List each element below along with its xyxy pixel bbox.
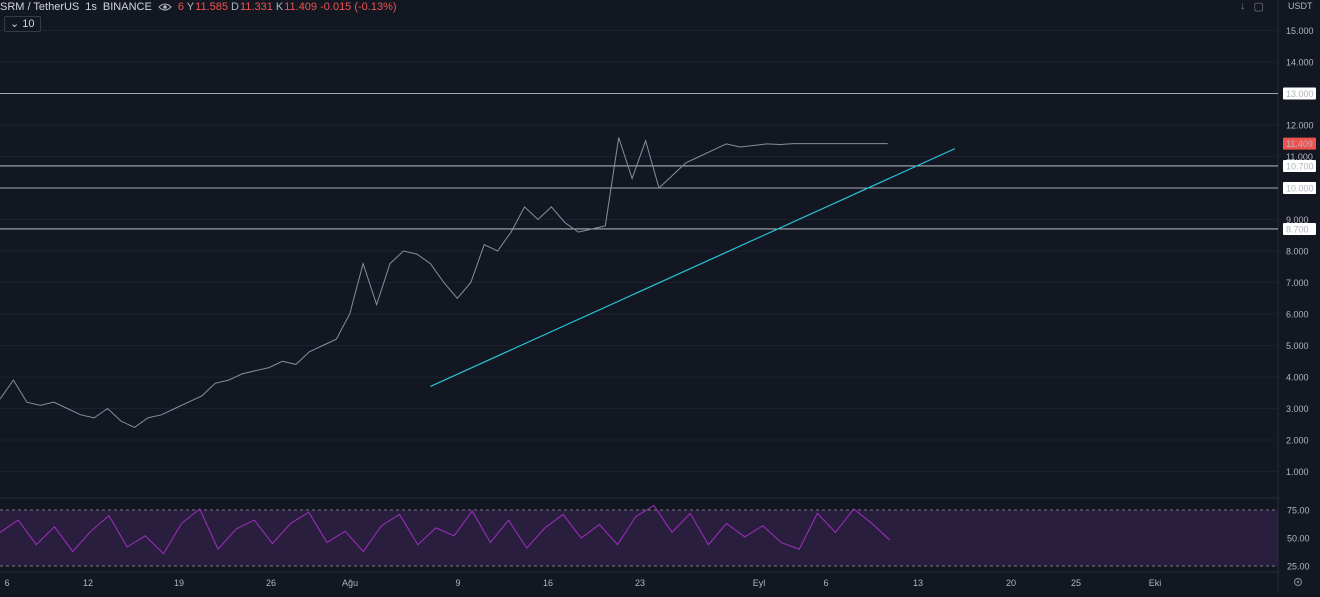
time-tick-label: Ağu [342, 578, 358, 588]
price-tick-label: 1.000 [1286, 467, 1309, 477]
maximize-icon[interactable]: ▢ [1253, 1, 1264, 13]
volume-value: 10 [22, 18, 35, 30]
time-axis[interactable]: 6 12 19 26 Ağu 9 16 23 Eyl 6 13 20 25 Eki [4, 578, 1161, 588]
price-tick-label: 10.000 [1286, 184, 1314, 194]
price-tick-label: 11.000 [1286, 152, 1313, 162]
down-arrow-icon[interactable]: ↓ [1240, 0, 1246, 12]
rsi-tick-label: 75.00 [1287, 506, 1310, 516]
timeframe[interactable]: 1s [85, 1, 97, 13]
level-price-badge [1283, 87, 1316, 100]
time-tick-label: 12 [83, 578, 93, 588]
price-tick-label: 14.000 [1286, 58, 1314, 68]
top-right-controls: ↓ ▢ [1240, 0, 1276, 13]
rsi-axis: 75.00 50.00 25.00 [1287, 506, 1310, 572]
time-tick-label: 25 [1071, 578, 1081, 588]
rsi-tick-label: 50.00 [1287, 534, 1310, 544]
time-tick-label: 19 [174, 578, 184, 588]
time-tick-label: 13 [913, 578, 923, 588]
time-tick-label: Eyl [753, 578, 766, 588]
level-price-badge [1283, 182, 1316, 194]
time-tick-label: 20 [1006, 578, 1016, 588]
rsi-tick-label: 25.00 [1287, 562, 1310, 572]
close-value: 11.409 [284, 1, 318, 13]
price-tick-label: 5.000 [1286, 341, 1309, 351]
time-tick-label: 23 [635, 578, 645, 588]
time-tick-label: 6 [4, 578, 9, 588]
price-axis[interactable]: 15.000 14.000 13.000 12.000 11.409 11.00010.7… [1283, 1, 1316, 477]
high-value: 11.585 [195, 1, 228, 13]
price-tick-label: 13.000 [1286, 89, 1314, 99]
ohlc-values: 6 Y11.585 D11.331 K11.409 -0.015 (-0.13%… [178, 1, 397, 13]
eye-icon[interactable] [158, 2, 172, 12]
time-tick-label: Eki [1149, 578, 1162, 588]
rsi-band [0, 510, 1278, 566]
price-tick-label: 6.000 [1286, 310, 1309, 320]
trendline[interactable] [430, 148, 956, 387]
chevron-down-icon: ⌄ [10, 18, 20, 30]
time-tick-label: 26 [266, 578, 276, 588]
price-tick-label: 8.700 [1286, 224, 1309, 234]
price-tick-label: 3.000 [1286, 404, 1309, 414]
volume-toggle[interactable]: ⌄ 10 [4, 16, 41, 32]
time-tick-label: 16 [543, 578, 553, 588]
symbol-name[interactable]: SRM / TetherUS [0, 1, 80, 13]
low-label: D [231, 1, 239, 13]
current-price-badge [1283, 137, 1316, 150]
time-tick-label: 9 [455, 578, 460, 588]
horizontal-levels[interactable] [0, 93, 1278, 230]
high-label: Y [186, 1, 195, 13]
price-tick-label: 8.000 [1286, 247, 1309, 257]
currency-label: USDT [1288, 1, 1313, 11]
level-price-badge [1283, 222, 1316, 235]
low-value: 11.331 [239, 1, 273, 13]
price-tick-label: 9.000 [1286, 215, 1309, 225]
price-tick-label: 15.000 [1286, 26, 1314, 36]
exchange-name: BINANCE [102, 1, 152, 13]
price-tick-label: 10.700 [1286, 161, 1314, 171]
level-price-badge [1283, 159, 1316, 172]
price-tick-label: 4.000 [1286, 373, 1309, 383]
settings-icon[interactable] [1293, 577, 1303, 587]
price-series [0, 137, 888, 428]
price-tick-label: 7.000 [1286, 278, 1309, 288]
open-label: 6 [177, 1, 184, 13]
time-tick-label: 6 [823, 578, 828, 588]
price-tick-label: 2.000 [1286, 436, 1309, 446]
rsi-series [0, 504, 891, 555]
price-tick-label: 11.409 [1286, 139, 1313, 149]
change-value: -0.015 (-0.13%) [320, 1, 397, 13]
legend-bar: SRM / TetherUS 1s BINANCE 6 Y11.585 D11.… [0, 0, 397, 14]
close-label: K [275, 1, 284, 13]
price-tick-label: 12.000 [1286, 121, 1314, 131]
